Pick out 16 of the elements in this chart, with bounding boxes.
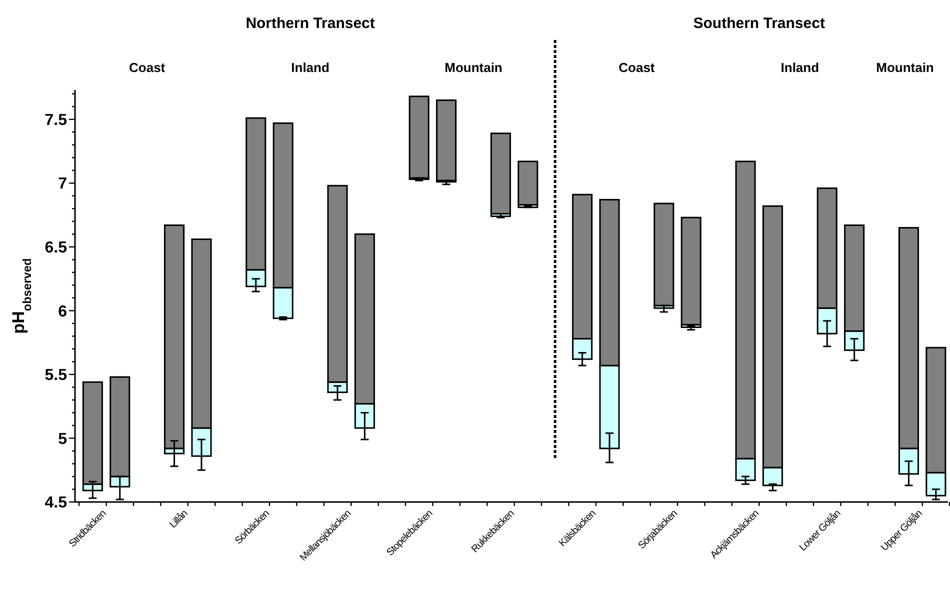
x-tick-label: Lillån [167, 508, 190, 531]
text: Coast [129, 60, 166, 75]
text: Mountain [444, 60, 502, 75]
y-tick-label: 7 [58, 176, 68, 193]
y-tick-label: 4.5 [44, 494, 68, 512]
text: Coast [618, 60, 656, 75]
text: Inland [291, 60, 330, 75]
y-tick-label: 7.5 [44, 112, 68, 129]
y-tick-label: 5 [58, 430, 68, 448]
text: Inland [780, 60, 820, 75]
y-tick-label: 6 [58, 303, 68, 320]
text: Southern Transect [693, 15, 825, 32]
text: Northern Transect [246, 15, 375, 32]
y-tick-label: 5.5 [44, 367, 68, 384]
text: Mountain [876, 60, 934, 75]
y-tick-label: 6.5 [44, 239, 68, 256]
